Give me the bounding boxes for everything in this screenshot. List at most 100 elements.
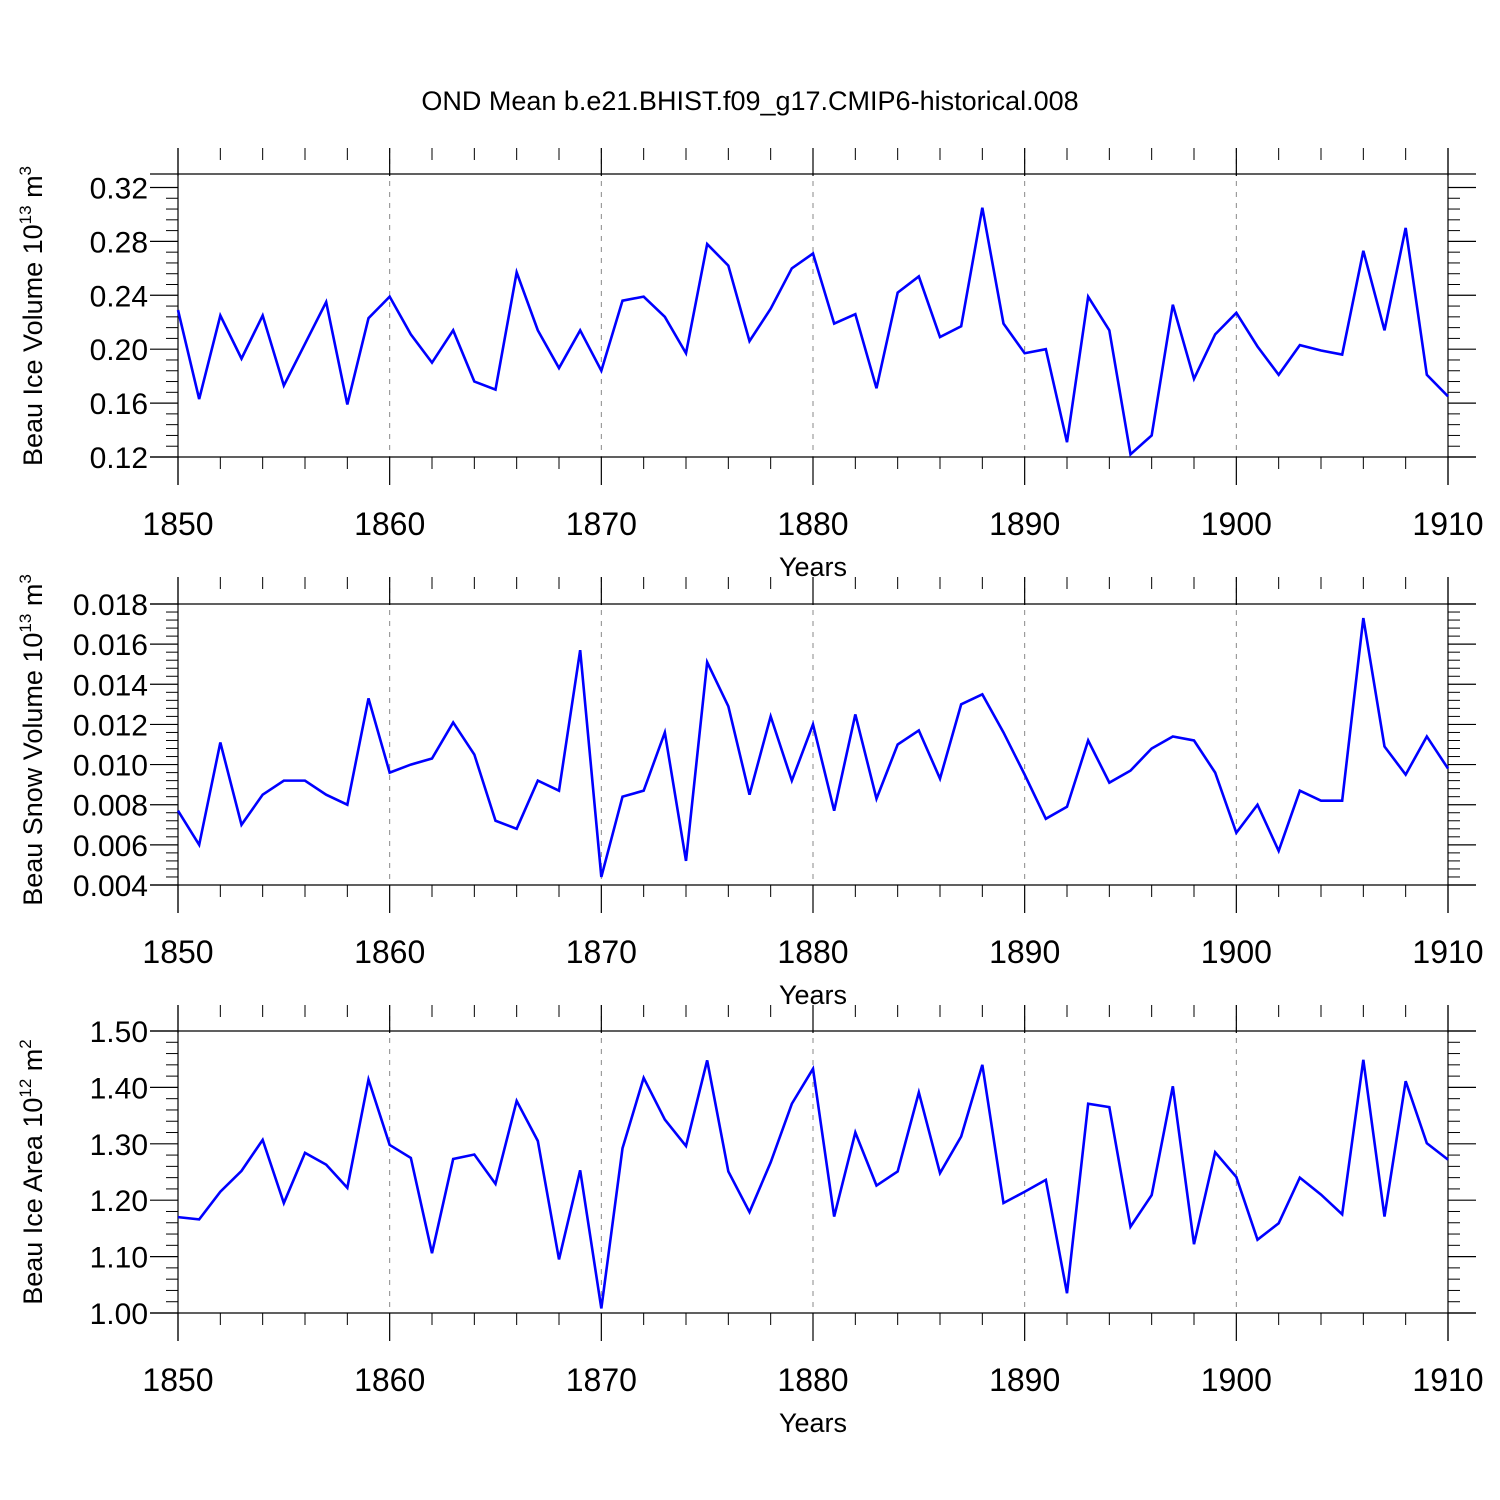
data-point xyxy=(706,661,708,663)
series-line-ice-volume xyxy=(176,207,1449,457)
data-point xyxy=(981,693,983,695)
x-tick-label: 1910 xyxy=(1412,506,1483,542)
data-point xyxy=(473,753,475,755)
data-point xyxy=(854,1131,856,1133)
data-point xyxy=(748,793,750,795)
data-point xyxy=(1129,769,1131,771)
data-point xyxy=(1023,1191,1025,1193)
data-point xyxy=(896,291,898,293)
x-axis-label: Years xyxy=(779,1408,847,1438)
data-point xyxy=(1066,1292,1068,1294)
data-point xyxy=(1426,735,1428,737)
y-tick-label: 1.40 xyxy=(90,1072,148,1105)
data-point xyxy=(346,804,348,806)
data-point xyxy=(1045,1179,1047,1181)
data-point xyxy=(219,741,221,743)
data-point xyxy=(1426,374,1428,376)
data-point xyxy=(918,729,920,731)
y-tick-label: 1.10 xyxy=(90,1242,148,1275)
y-tick-label: 1.50 xyxy=(90,1016,148,1049)
data-point xyxy=(325,1163,327,1165)
data-point xyxy=(410,1157,412,1159)
data-point xyxy=(1066,806,1068,808)
data-point xyxy=(515,828,517,830)
data-point xyxy=(1087,739,1089,741)
data-point xyxy=(1023,773,1025,775)
data-point xyxy=(1362,617,1364,619)
data-point xyxy=(261,1139,263,1141)
data-point xyxy=(1193,739,1195,741)
data-point xyxy=(1108,781,1110,783)
data-point xyxy=(621,299,623,301)
data-point xyxy=(875,797,877,799)
data-point xyxy=(1341,1213,1343,1215)
data-point xyxy=(791,267,793,269)
data-point xyxy=(769,715,771,717)
data-point xyxy=(1002,1202,1004,1204)
data-point xyxy=(1404,773,1406,775)
series-line-snow-volume xyxy=(176,617,1450,878)
data-point xyxy=(791,779,793,781)
data-point xyxy=(515,271,517,273)
data-point xyxy=(664,731,666,733)
y-tick-label: 0.16 xyxy=(90,388,148,421)
data-point xyxy=(1404,1080,1406,1082)
data-point xyxy=(1299,344,1301,346)
data-point xyxy=(600,370,602,372)
chart-panel-snow-volume: 0.004 0.006 0.008 0.010 0.012 0.014 0.016 0.018… xyxy=(16,574,1484,1010)
x-tick-label: 1870 xyxy=(566,506,637,542)
data-point xyxy=(1214,1151,1216,1153)
data-point xyxy=(431,1252,433,1254)
y-label-unit: m xyxy=(18,584,48,614)
data-point xyxy=(494,1183,496,1185)
data-point xyxy=(1404,227,1406,229)
data-point xyxy=(812,723,814,725)
x-tick-label: 1900 xyxy=(1201,506,1272,542)
data-point xyxy=(367,317,369,319)
data-point xyxy=(452,1158,454,1160)
y-tick-label: 0.004 xyxy=(73,870,148,903)
data-point xyxy=(960,1135,962,1137)
data-point xyxy=(261,314,263,316)
x-tick-label: 1910 xyxy=(1412,934,1483,970)
data-point xyxy=(600,1307,602,1309)
data-point xyxy=(875,1184,877,1186)
data-point xyxy=(494,820,496,822)
data-point xyxy=(1214,771,1216,773)
figure-title: OND Mean b.e21.BHIST.f09_g17.CMIP6-histo… xyxy=(421,86,1078,116)
y-label-unit-exponent: 3 xyxy=(16,166,35,175)
data-point xyxy=(896,1170,898,1172)
data-point xyxy=(1172,1085,1174,1087)
y-tick-label: 0.008 xyxy=(73,790,148,823)
data-point xyxy=(1447,395,1449,397)
data-point xyxy=(219,1191,221,1193)
data-point xyxy=(177,309,179,311)
x-tick-label: 1850 xyxy=(142,506,213,542)
data-point xyxy=(1341,353,1343,355)
data-point xyxy=(388,295,390,297)
data-point xyxy=(854,313,856,315)
data-point xyxy=(283,779,285,781)
data-point xyxy=(1235,832,1237,834)
data-point xyxy=(706,243,708,245)
y-tick-label: 0.20 xyxy=(90,334,148,367)
chart-panel-ice-volume: 0.12 0.16 0.20 0.24 0.28 0.32 1850 1860 1870 1880… xyxy=(16,148,1484,582)
x-tick-label: 1850 xyxy=(142,1362,213,1398)
data-point xyxy=(1256,1238,1258,1240)
chart-panel-ice-area: 1.00 1.10 1.20 1.30 1.40 1.50 1850 1860 1870 1880… xyxy=(16,1005,1484,1438)
data-point xyxy=(1172,304,1174,306)
data-point xyxy=(642,1077,644,1079)
data-point xyxy=(1193,1243,1195,1245)
data-point xyxy=(812,1068,814,1070)
data-point xyxy=(558,1258,560,1260)
data-point xyxy=(388,1144,390,1146)
y-tick-label: 1.20 xyxy=(90,1185,148,1218)
y-tick-label: 0.016 xyxy=(73,629,148,662)
data-point xyxy=(410,333,412,335)
y-tick-label: 0.010 xyxy=(73,750,148,783)
data-point xyxy=(1129,1226,1131,1228)
data-point xyxy=(600,876,602,878)
data-point xyxy=(939,336,941,338)
data-point xyxy=(283,1202,285,1204)
y-tick-label: 0.018 xyxy=(73,589,148,622)
